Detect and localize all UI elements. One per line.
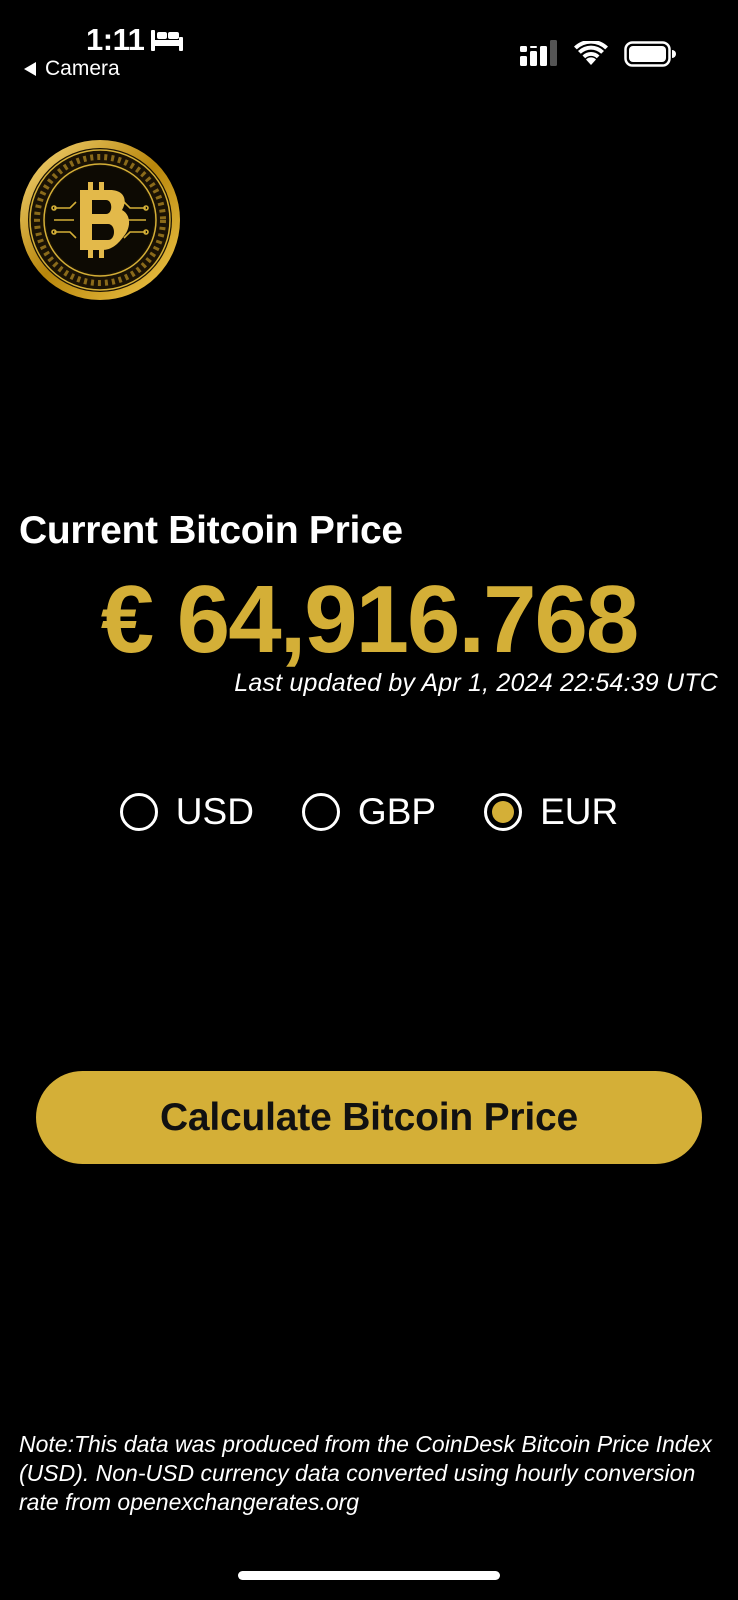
radio-option-usd[interactable]: USD bbox=[119, 790, 254, 834]
data-source-note: Note:This data was produced from the Coi… bbox=[19, 1431, 712, 1515]
home-indicator[interactable] bbox=[238, 1571, 500, 1580]
battery-icon bbox=[624, 41, 676, 67]
calculate-bitcoin-price-button[interactable]: Calculate Bitcoin Price bbox=[36, 1071, 702, 1164]
status-bar-time: 1:11 bbox=[86, 22, 184, 58]
back-triangle-icon bbox=[24, 62, 36, 76]
last-updated-timestamp: Last updated by Apr 1, 2024 22:54:39 UTC bbox=[234, 669, 718, 697]
radio-option-gbp[interactable]: GBP bbox=[301, 790, 437, 834]
price-heading: Current Bitcoin Price bbox=[19, 509, 403, 552]
radio-selected-dot bbox=[492, 801, 515, 823]
radio-label-usd: USD bbox=[175, 791, 254, 832]
radio-label-eur: EUR bbox=[540, 791, 619, 832]
radio-checked-icon[interactable] bbox=[484, 793, 523, 831]
wifi-icon bbox=[574, 41, 608, 65]
currency-radio-group: USD GBP EUR bbox=[0, 790, 738, 834]
bitcoin-price-value: € 64,916.768 bbox=[100, 566, 640, 673]
cellular-signal-icon bbox=[520, 40, 557, 66]
radio-label-gbp: GBP bbox=[357, 791, 437, 832]
clock-text: 1:11 bbox=[86, 22, 145, 57]
status-icons bbox=[520, 40, 676, 68]
radio-unchecked-icon[interactable] bbox=[119, 793, 158, 831]
back-link-label: Camera bbox=[45, 57, 120, 80]
back-to-camera-link[interactable]: Camera bbox=[24, 56, 120, 82]
radio-unchecked-icon[interactable] bbox=[301, 793, 340, 831]
bed-icon bbox=[151, 30, 184, 51]
radio-option-eur[interactable]: EUR bbox=[484, 790, 618, 834]
bitcoin-coin-icon bbox=[20, 140, 180, 300]
